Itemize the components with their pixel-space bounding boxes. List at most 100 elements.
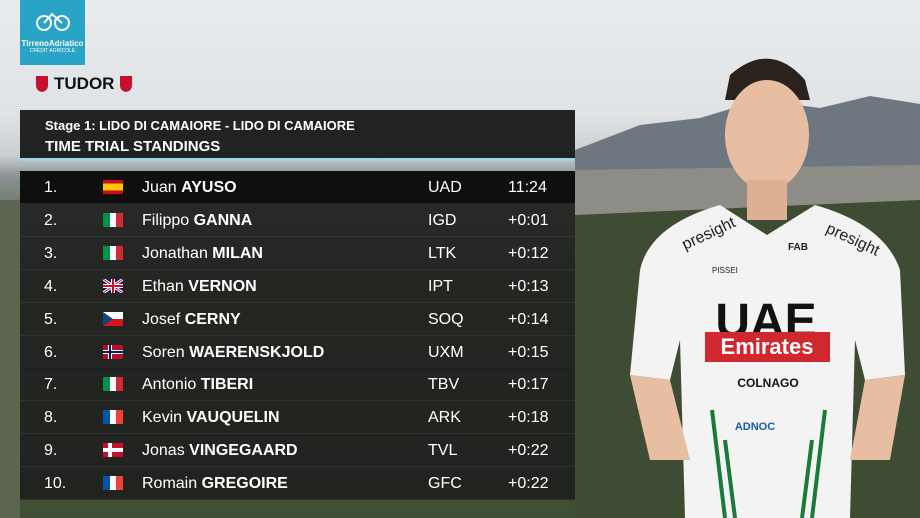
first-name: Ethan	[142, 277, 184, 295]
rider-name: Kevin VAUQUELIN	[142, 409, 280, 427]
first-name: Jonas	[142, 442, 185, 460]
rank: 7.	[44, 376, 58, 394]
flag	[103, 212, 123, 227]
flag-icon	[103, 410, 123, 425]
time: +0:17	[508, 376, 549, 394]
rank: 10.	[44, 475, 67, 493]
team-code: TVL	[428, 442, 458, 460]
logo-sponsor: CRÉDIT AGRICOLE	[29, 48, 76, 54]
rider-name: Romain GREGOIRE	[142, 475, 288, 493]
first-name: Josef	[142, 310, 181, 328]
jersey-text: COLNAGO	[737, 376, 798, 390]
panel-title: TIME TRIAL STANDINGS	[45, 138, 221, 155]
flag	[102, 277, 124, 294]
flag-icon	[103, 180, 123, 194]
team-code: SOQ	[428, 310, 464, 328]
team-code: IPT	[428, 277, 453, 295]
standings-row: 1. Juan AYUSO UAD 11:24	[20, 171, 575, 204]
team-code: GFC	[428, 475, 462, 493]
time: +0:22	[508, 475, 549, 493]
standings-row: 2. Filippo GANNA IGD +0:01	[20, 203, 575, 237]
standings-row: 5. Josef CERNY SOQ +0:14	[20, 302, 575, 336]
flag	[103, 476, 123, 491]
rank: 4.	[44, 277, 58, 295]
brand: TUDOR	[35, 74, 133, 94]
rank: 6.	[44, 343, 58, 361]
logo-title: TirrenoAdriatico	[21, 39, 84, 48]
time: +0:13	[508, 277, 549, 295]
standings-row: 6. Soren WAERENSKJOLD UXM +0:15	[20, 335, 575, 369]
first-name: Soren	[142, 343, 185, 361]
flag	[103, 311, 123, 326]
time: +0:14	[508, 310, 549, 328]
rank: 9.	[44, 442, 58, 460]
last-name: GREGOIRE	[201, 475, 288, 493]
race-logo: TirrenoAdriatico CRÉDIT AGRICOLE	[20, 0, 85, 65]
rank: 5.	[44, 310, 58, 328]
rider-name: Juan AYUSO	[142, 179, 237, 197]
first-name: Juan	[142, 179, 177, 196]
first-name: Kevin	[142, 409, 183, 427]
flag-icon	[103, 311, 123, 326]
rider-name: Antonio TIBERI	[142, 376, 253, 394]
last-name: VINGEGAARD	[189, 442, 298, 460]
standings-row: 3. Jonathan MILAN LTK +0:12	[20, 236, 575, 270]
time: 11:24	[508, 179, 547, 196]
flag-icon	[102, 277, 124, 294]
flag	[103, 443, 123, 458]
first-name: Filippo	[142, 211, 190, 229]
shield-icon	[120, 76, 133, 92]
brand-name: TUDOR	[54, 74, 115, 93]
rider-name: Filippo GANNA	[142, 212, 252, 230]
rider-name: Jonathan MILAN	[142, 245, 263, 263]
rank: 1.	[44, 179, 58, 196]
flag-icon	[103, 476, 123, 491]
last-name: CERNY	[184, 310, 241, 328]
flag	[103, 410, 123, 425]
flag	[103, 180, 123, 194]
jersey-text: ADNOC	[735, 421, 775, 433]
flag	[103, 377, 123, 392]
time: +0:12	[508, 244, 549, 262]
time: +0:15	[508, 343, 549, 361]
time: +0:01	[508, 211, 549, 229]
first-name: Romain	[142, 475, 198, 493]
team-code: TBV	[428, 376, 460, 394]
last-name: MILAN	[212, 244, 263, 262]
last-name: VAUQUELIN	[186, 409, 280, 427]
rider-name: Ethan VERNON	[142, 278, 257, 296]
rider-name: Josef CERNY	[142, 311, 241, 329]
jersey-band	[705, 332, 830, 362]
last-name: TIBERI	[200, 376, 254, 394]
standings-row: 8. Kevin VAUQUELIN ARK +0:18	[20, 401, 575, 435]
panel-header: Stage 1: LIDO DI CAMAIORE - LIDO DI CAMA…	[20, 110, 575, 161]
team-code: UXM	[428, 343, 464, 361]
rider: presight presight FAB PISSEI UAE Emirate…	[630, 58, 905, 518]
standings-row: 7. Antonio TIBERI TBV +0:17	[20, 368, 575, 402]
rank: 3.	[44, 244, 58, 262]
team-code: IGD	[428, 211, 457, 229]
team-code: LTK	[428, 244, 457, 262]
team-code: ARK	[428, 409, 461, 427]
rider-name: Jonas VINGEGAARD	[142, 442, 298, 460]
flag-icon	[103, 212, 123, 227]
flag-icon	[103, 344, 123, 359]
last-name: GANNA	[193, 211, 253, 229]
last-name: AYUSO	[181, 179, 237, 196]
last-name: WAERENSKJOLD	[189, 343, 325, 361]
jersey-text: FAB	[788, 242, 808, 253]
standings-row: 10. Romain GREGOIRE GFC +0:22	[20, 467, 575, 501]
time: +0:18	[508, 409, 549, 427]
flag-icon	[103, 245, 123, 260]
stage: Stage 1: LIDO DI CAMAIORE - LIDO DI CAMA…	[45, 118, 355, 133]
first-name: Antonio	[142, 376, 197, 394]
first-name: Jonathan	[142, 244, 208, 262]
rank: 8.	[44, 409, 58, 427]
flag	[103, 245, 123, 260]
flag	[103, 344, 123, 359]
flag-icon	[103, 377, 123, 392]
standings-row: 4. Ethan VERNON IPT +0:13	[20, 269, 575, 303]
last-name: VERNON	[188, 277, 257, 295]
rank: 2.	[44, 211, 58, 229]
